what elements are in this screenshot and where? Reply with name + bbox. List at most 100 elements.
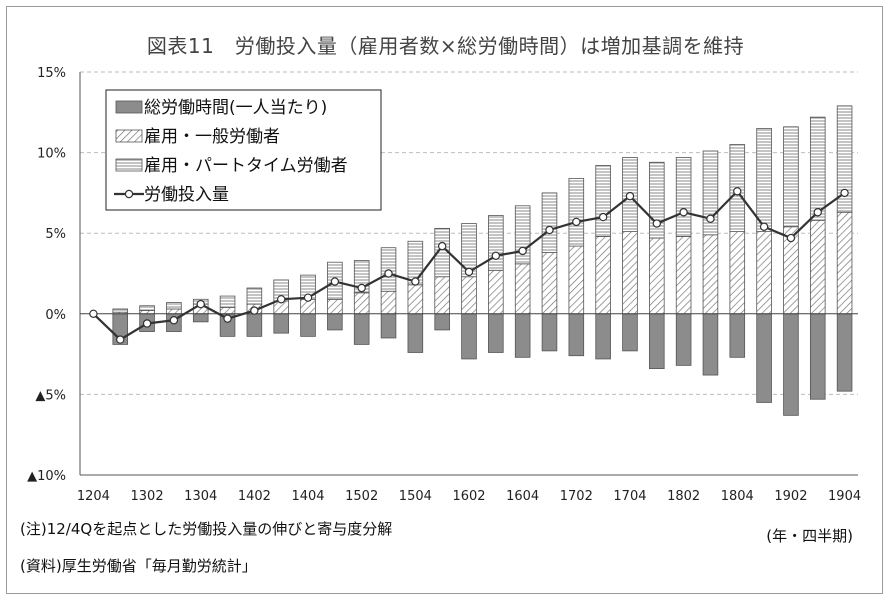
bar-segment-1 xyxy=(783,313,799,416)
bar-segment-3 xyxy=(139,305,155,311)
line-point xyxy=(437,241,447,251)
bar-segment-3 xyxy=(246,287,263,305)
x-tick-label: 1604 xyxy=(506,489,539,504)
footnote-source: (資料)厚生労働省「毎月勤労統計」 xyxy=(20,557,257,575)
x-tick-label: 1704 xyxy=(613,489,646,504)
bar-segment-2 xyxy=(353,292,370,315)
line-point xyxy=(786,233,796,243)
x-axis-unit-label: (年・四半期) xyxy=(766,527,853,545)
bar-segment-3 xyxy=(219,295,236,308)
x-tick-label: 1402 xyxy=(238,489,271,504)
x-tick-label: 1504 xyxy=(399,489,432,504)
bar-segment-3 xyxy=(595,165,611,237)
x-tick-label: 1302 xyxy=(131,489,164,504)
x-tick-label: 1304 xyxy=(184,489,217,504)
legend-box xyxy=(105,89,382,211)
bar-segment-2 xyxy=(568,245,585,315)
bar-segment-2 xyxy=(675,236,692,315)
bar-segment-2 xyxy=(166,308,182,315)
bar-segment-1 xyxy=(595,313,611,360)
bar-segment-2 xyxy=(836,211,853,315)
line-point xyxy=(706,214,715,223)
y-tick-label: ▲10% xyxy=(27,469,66,484)
legend-swatch xyxy=(115,129,143,143)
bar-segment-2 xyxy=(380,290,397,315)
x-tick-label: 1602 xyxy=(452,489,485,504)
legend-label: 雇用・一般労働者 xyxy=(144,127,280,147)
bar-segment-1 xyxy=(756,313,772,403)
line-point xyxy=(277,295,286,304)
line-point xyxy=(625,191,635,201)
bar-segment-3 xyxy=(836,105,853,213)
bar-segment-1 xyxy=(541,313,558,352)
bar-segment-2 xyxy=(488,269,504,315)
bar-segment-2 xyxy=(327,298,343,315)
bar-segment-2 xyxy=(649,237,665,315)
bar-segment-1 xyxy=(729,313,746,358)
x-tick-label: 1702 xyxy=(560,489,593,504)
line-point xyxy=(303,293,313,302)
line-point xyxy=(759,222,769,231)
line-point xyxy=(357,283,366,293)
legend-swatch xyxy=(115,100,143,114)
line-point xyxy=(196,299,205,309)
line-point xyxy=(464,267,474,277)
line-point xyxy=(652,219,661,228)
bar-segment-1 xyxy=(300,313,316,337)
line-point xyxy=(142,319,152,328)
bar-segment-1 xyxy=(809,313,826,400)
bar-segment-3 xyxy=(541,192,558,253)
x-tick-label: 1902 xyxy=(774,489,807,504)
line-point xyxy=(813,208,822,217)
footnote-note: (注)12/4Qを起点とした労働投入量の伸びと寄与度分解 xyxy=(20,520,393,538)
legend-label: 雇用・パートタイム労働者 xyxy=(144,156,348,176)
legend-label: 総労働時間(一人当たり) xyxy=(144,98,327,118)
bar-segment-1 xyxy=(836,313,853,392)
chart-title: 図表11 労働投入量（雇用者数×総労働時間）は増加基調を維持 xyxy=(146,34,745,58)
bar-segment-1 xyxy=(434,313,450,331)
bar-segment-1 xyxy=(461,313,477,360)
bar-segment-1 xyxy=(380,313,397,339)
line-point xyxy=(330,277,340,286)
y-tick-label: 5% xyxy=(45,227,66,242)
x-tick-label: 1804 xyxy=(721,489,754,504)
line-point xyxy=(250,306,259,315)
line-point xyxy=(733,187,742,196)
bar-segment-2 xyxy=(809,219,826,315)
bar-segment-2 xyxy=(514,263,531,315)
bar-segment-3 xyxy=(756,128,772,232)
line-point xyxy=(598,212,608,222)
legend-line-marker xyxy=(124,189,134,199)
bar-segment-1 xyxy=(488,313,504,353)
bar-segment-2 xyxy=(434,276,450,315)
line-point xyxy=(840,188,849,198)
bars xyxy=(112,105,853,416)
bar-segment-2 xyxy=(595,236,611,315)
line-point xyxy=(545,225,554,235)
bar-segment-2 xyxy=(729,231,746,315)
bar-segment-1 xyxy=(246,313,263,337)
bar-segment-2 xyxy=(702,234,719,315)
x-tick-label: 1904 xyxy=(828,489,861,504)
bar-segment-3 xyxy=(783,126,799,228)
bar-segment-3 xyxy=(488,215,504,271)
x-tick-label: 1502 xyxy=(345,489,378,504)
legend-swatch xyxy=(115,158,143,172)
line-point xyxy=(518,246,527,256)
axes xyxy=(79,72,858,476)
legend-label: 労働投入量 xyxy=(144,185,229,205)
bar-segment-1 xyxy=(622,313,638,352)
y-tick-label: 0% xyxy=(45,308,66,323)
bar-segment-2 xyxy=(622,231,638,315)
bar-segment-3 xyxy=(568,177,585,247)
line-point xyxy=(116,335,125,344)
bar-segment-1 xyxy=(514,313,531,358)
line-point xyxy=(679,208,688,217)
figure-frame xyxy=(6,6,883,594)
x-tick-label: 1204 xyxy=(77,489,110,504)
bar-segment-3 xyxy=(809,116,826,221)
bar-segment-2 xyxy=(541,252,558,315)
bar-segment-1 xyxy=(353,313,370,345)
